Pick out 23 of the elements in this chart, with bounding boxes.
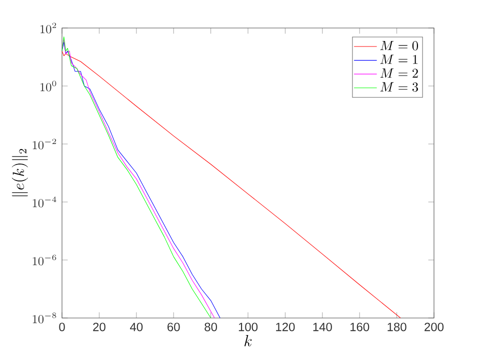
x-tick-label: 160 bbox=[350, 322, 370, 332]
x-tick-label: 80 bbox=[204, 322, 218, 332]
y-tick-label: $10^{-6}$ bbox=[32, 254, 56, 266]
y-tick-label: $10^{2}$ bbox=[40, 22, 56, 34]
y-tick-label: $10^{-2}$ bbox=[32, 138, 56, 150]
y-tick-label: $10^{-4}$ bbox=[32, 196, 56, 208]
x-tick-label: 140 bbox=[313, 322, 332, 332]
legend-label: $M=2$ bbox=[380, 68, 418, 78]
x-tick-label: 60 bbox=[168, 322, 180, 332]
legend-label: $M=0$ bbox=[380, 40, 418, 50]
x-tick-label: 100 bbox=[238, 322, 258, 332]
x-axis-title: $k$ bbox=[244, 335, 252, 346]
y-axis-title: $\|e(k)\|_2$ bbox=[12, 149, 28, 196]
legend-label: $M=3$ bbox=[380, 82, 418, 92]
x-tick-label: 200 bbox=[424, 322, 444, 332]
x-tick-label: 120 bbox=[276, 322, 295, 332]
x-tick-label: 20 bbox=[93, 322, 106, 332]
x-tick-label: 0 bbox=[59, 322, 65, 332]
x-tick-label: 40 bbox=[130, 322, 143, 332]
legend-label: $M=1$ bbox=[380, 54, 418, 64]
y-tick-label: $10^{-8}$ bbox=[32, 312, 56, 324]
y-tick-label: $10^{0}$ bbox=[40, 80, 56, 92]
x-tick-label: 180 bbox=[388, 322, 406, 332]
